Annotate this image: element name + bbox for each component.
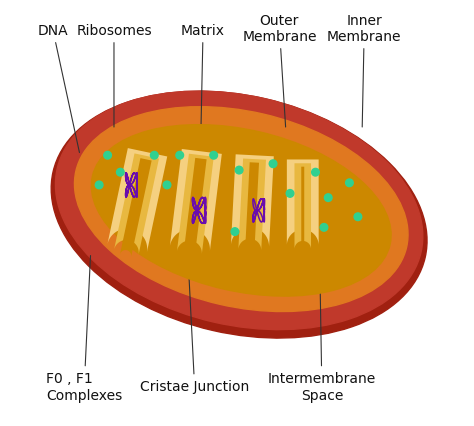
Circle shape: [354, 213, 362, 221]
Ellipse shape: [51, 92, 427, 338]
Text: Outer
Membrane: Outer Membrane: [242, 14, 317, 128]
Ellipse shape: [74, 107, 408, 312]
Circle shape: [346, 180, 353, 187]
Polygon shape: [183, 158, 207, 258]
Ellipse shape: [91, 125, 391, 296]
Circle shape: [320, 224, 328, 232]
Circle shape: [104, 152, 111, 160]
Polygon shape: [294, 164, 311, 250]
Circle shape: [235, 167, 243, 175]
Circle shape: [163, 181, 171, 189]
Circle shape: [269, 161, 277, 168]
Text: DNA: DNA: [37, 24, 80, 153]
Text: Matrix: Matrix: [181, 24, 225, 128]
Polygon shape: [301, 167, 304, 253]
Circle shape: [231, 228, 239, 236]
Circle shape: [95, 181, 103, 189]
Ellipse shape: [55, 92, 423, 330]
Polygon shape: [231, 155, 274, 248]
Text: Cristae Junction: Cristae Junction: [140, 265, 249, 394]
Circle shape: [210, 152, 218, 160]
Polygon shape: [238, 159, 266, 251]
Circle shape: [312, 169, 319, 177]
Polygon shape: [170, 150, 222, 252]
Text: Ribosomes: Ribosomes: [76, 24, 152, 128]
Polygon shape: [287, 160, 319, 246]
Polygon shape: [120, 159, 152, 257]
Circle shape: [286, 190, 294, 198]
Text: F0 , F1
Complexes: F0 , F1 Complexes: [46, 256, 122, 402]
Text: Intermembrane
Space: Intermembrane Space: [268, 265, 376, 402]
Circle shape: [117, 169, 124, 177]
Polygon shape: [114, 154, 159, 256]
Text: Inner
Membrane: Inner Membrane: [327, 14, 401, 128]
Circle shape: [176, 152, 183, 160]
Circle shape: [324, 194, 332, 202]
Circle shape: [150, 152, 158, 160]
Polygon shape: [245, 163, 259, 254]
Polygon shape: [177, 154, 214, 255]
Polygon shape: [107, 149, 167, 253]
